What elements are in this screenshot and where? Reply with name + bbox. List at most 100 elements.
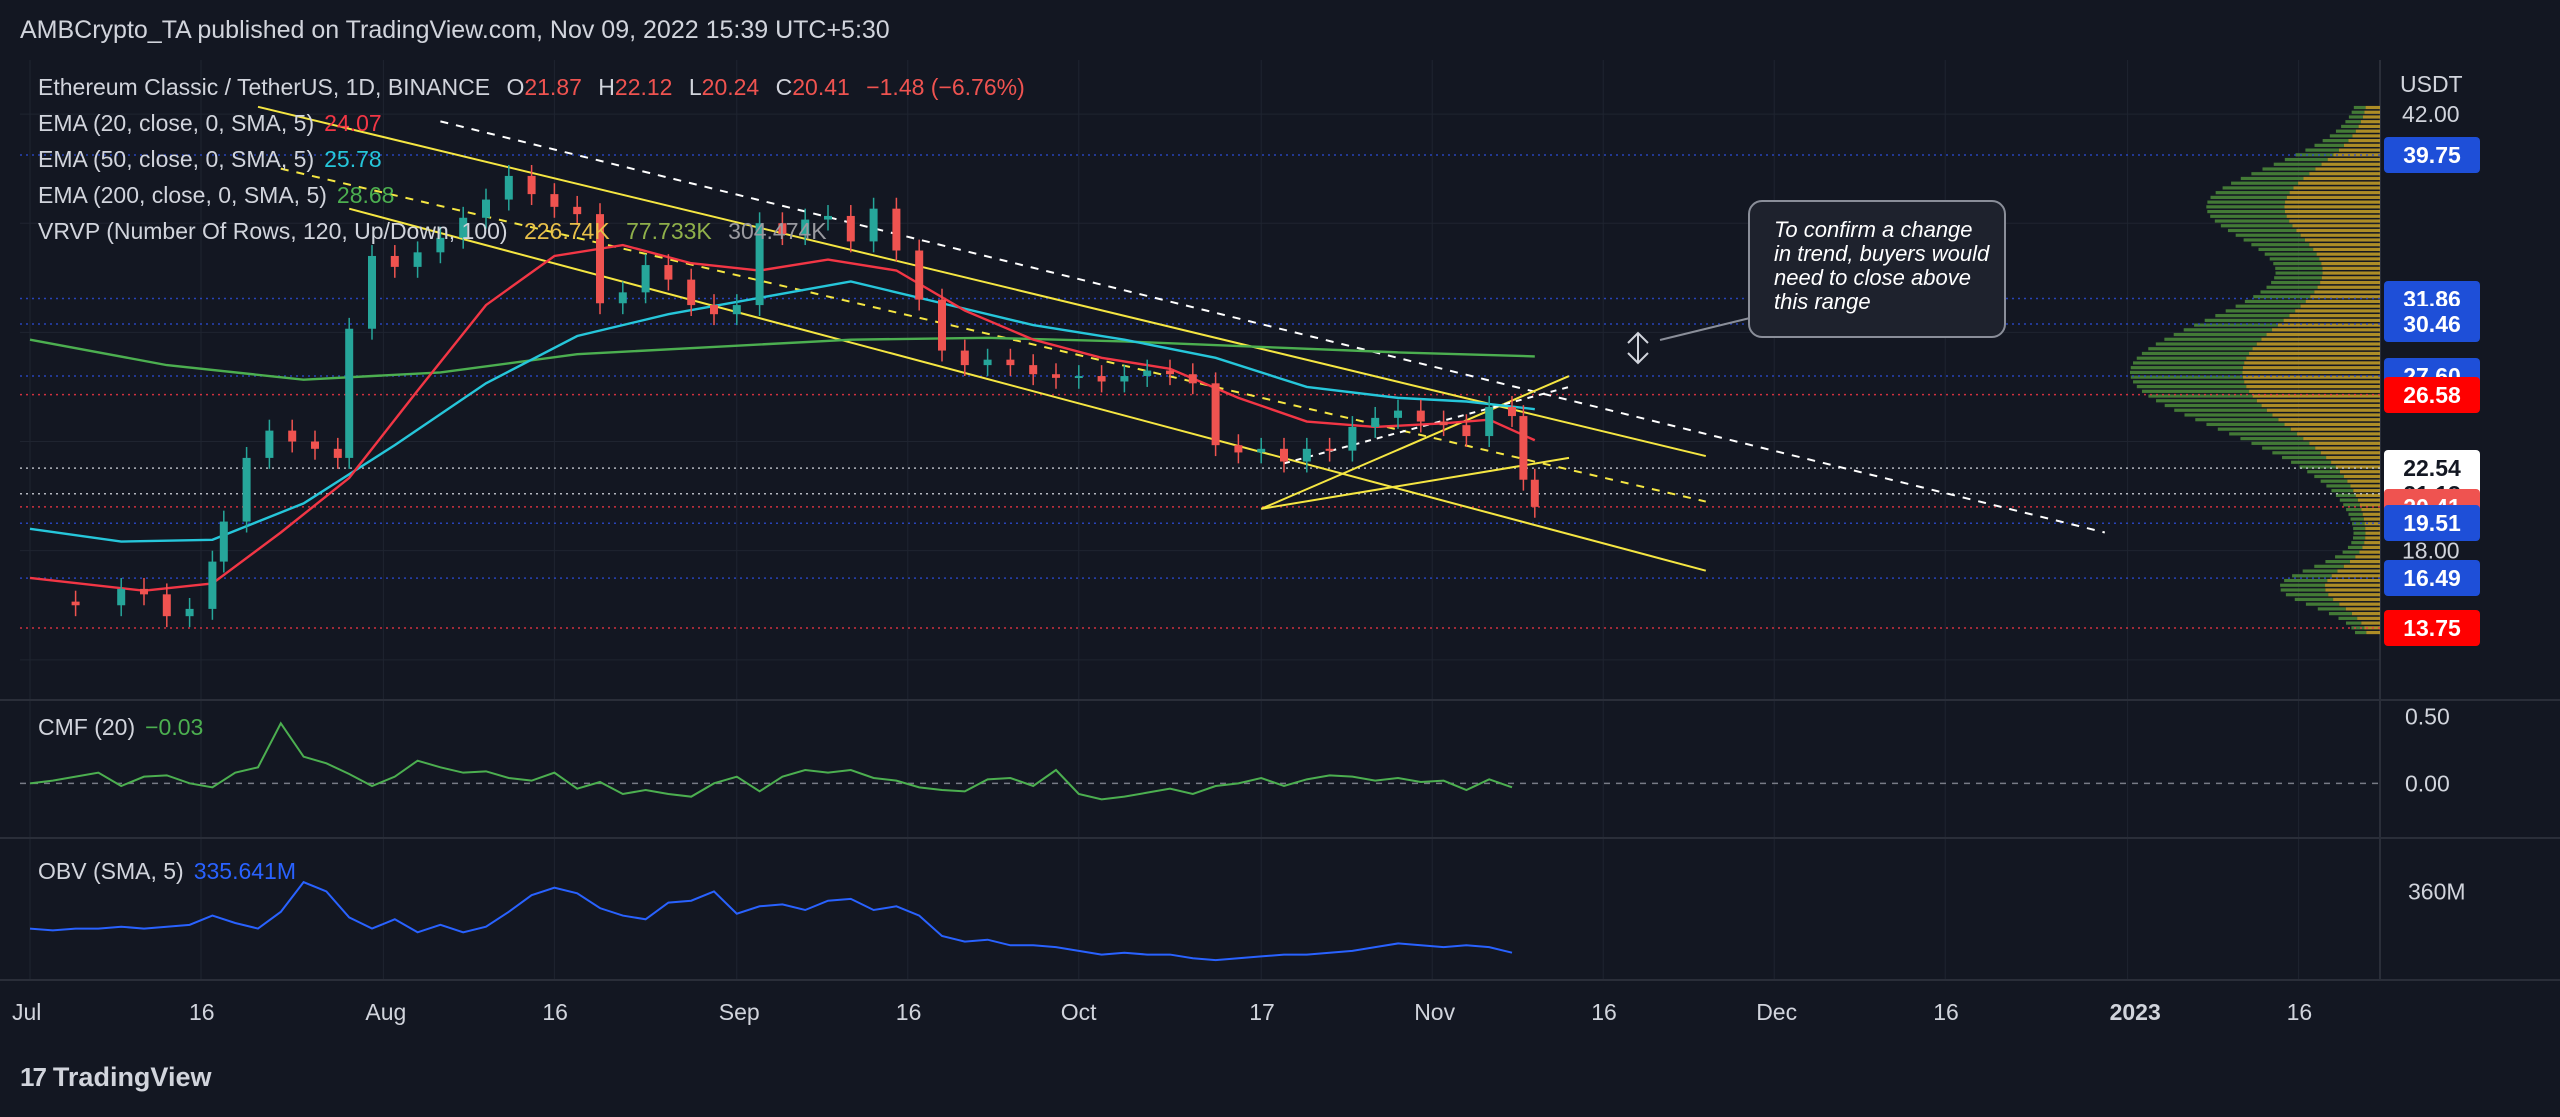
vrvp-bar-down [2352,134,2380,138]
vrvp-bar-up [2258,247,2314,252]
vrvp-bar-down [2361,621,2380,625]
vrvp-bar-up [2274,276,2322,280]
vrvp-bar-up [2352,522,2365,526]
candle-body [504,175,513,200]
cmf-tick-050: 0.50 [2405,704,2450,730]
vrvp-bar-down [2365,105,2380,110]
vrvp-bar-up [2194,323,2278,327]
vrvp-bar-down [2328,593,2380,597]
vrvp-bar-up [2264,252,2317,256]
ema200-line [29,336,1535,381]
vrvp-bar-up [2353,105,2366,110]
candle-body [1394,410,1402,418]
legend-ema200[interactable]: EMA (200, close, 0, SMA, 5) 28.68 [38,182,395,208]
vrvp-bar-down [2335,465,2380,469]
vrvp-bar-up [2351,110,2365,114]
vrvp-bar-up [2148,347,2253,351]
x-tick-2023: 2023 [2110,999,2161,1025]
price-tag-39.75: 39.75 [2384,137,2480,173]
vrvp-bar-down [2353,489,2380,493]
legend-ema20[interactable]: EMA (20, close, 0, SMA, 5) 24.07 [38,110,382,136]
legend-vrvp[interactable]: VRVP (Number Of Rows, 120, Up/Down, 100)… [38,218,827,244]
vrvp-bar-up [2326,484,2351,488]
price-series [71,165,1539,628]
candle-body [345,328,354,458]
channel-mid-line [280,167,1707,503]
vrvp-bar-down [2327,157,2380,162]
volume-profile [2129,105,2380,635]
currency-label: USDT [2400,71,2463,97]
candle-body [1074,376,1083,379]
vrvp-bar-down [2244,380,2380,384]
descending-trendline [440,120,2106,534]
ohlc-change: −1.48 (−6.76%) [866,74,1025,100]
vrvp-bar-down [2252,394,2380,398]
vrvp-bar-down [2343,564,2380,568]
vrvp-bar-down [2322,266,2380,270]
vrvp-bar-up [2331,489,2354,493]
vrvp-bar-up [2148,394,2253,398]
legend-obv[interactable]: OBV (SMA, 5) 335.641M [38,858,297,884]
candle-body [801,219,810,235]
candle-body [71,601,80,606]
candle-body [550,194,559,207]
vrvp-bar-down [2242,375,2380,379]
vrvp-bar-up [2314,143,2344,147]
ohlc-close: C20.41 [775,74,850,100]
vrvp-bar-up [2348,115,2363,119]
price-tag-16.49: 16.49 [2384,560,2480,597]
candle-body [1508,406,1516,417]
annotation-callout: To confirm a change in trend, buyers wou… [1748,200,2006,338]
vrvp-bar-up [2346,507,2362,512]
vrvp-bar-up [2294,597,2334,602]
vrvp-bar-up [2225,309,2296,313]
vrvp-bar-up [2273,162,2322,166]
vrvp-bar-up [2251,243,2310,247]
vrvp-bar-down [2321,276,2380,280]
symbol-name: Ethereum Classic / TetherUS, 1D, BINANCE [38,74,491,100]
vrvp-bar-up [2314,474,2344,479]
vrvp-bar-up [2251,172,2310,176]
vrvp-bar-down [2286,195,2380,199]
annotation-text: To confirm a change in trend, buyers wou… [1774,217,1990,314]
vrvp-bar-up [2173,332,2267,337]
vrvp-bar-up [2272,451,2321,455]
vrvp-bar-down [2278,418,2380,422]
vrvp-bar-up [2351,541,2365,545]
vrvp-bar-up [2273,262,2322,266]
vrvp-bar-up [2240,437,2304,441]
candle-body [915,250,924,300]
vrvp-bar-up [2355,630,2367,635]
tradingview-logo[interactable]: 17 TradingView [20,1062,211,1093]
vrvp-bar-down [2304,238,2380,242]
vrvp-bar-down [2339,602,2380,606]
candle-body [846,215,855,242]
vrvp-bar-up [2343,503,2360,507]
vrvp-bar-up [2130,375,2243,379]
x-tick-Sep: Sep [719,999,760,1025]
vrvp-bar-down [2272,413,2380,417]
candle-body [755,223,764,306]
vrvp-bar-up [2345,120,2361,124]
vrvp-bar-up [2210,214,2287,218]
vrvp-bar-down [2303,176,2380,181]
vrvp-bar-down [2256,399,2380,403]
vrvp-bar-up [2243,238,2305,242]
x-tick-16: 16 [189,999,215,1025]
vrvp-bar-down [2322,271,2380,275]
vrvp-bar-down [2266,408,2380,412]
candle-body [1416,410,1425,422]
candle-body [436,237,445,253]
vrvp-bar-up [2284,157,2328,162]
legend-ema50[interactable]: EMA (50, close, 0, SMA, 5) 25.78 [38,146,382,172]
vrvp-bar-down [2285,200,2380,204]
vrvp-bar-up [2351,626,2365,630]
legend-symbol-row: Ethereum Classic / TetherUS, 1D, BINANCE… [38,74,1025,101]
ohlc-low: L20.24 [688,74,760,100]
vrvp-bar-down [2284,205,2380,209]
legend-cmf[interactable]: CMF (20) −0.03 [38,714,204,740]
vrvp-bar-up [2244,299,2306,304]
flag-lower-line [1261,456,1570,510]
vrvp-bar-down [2249,351,2380,356]
